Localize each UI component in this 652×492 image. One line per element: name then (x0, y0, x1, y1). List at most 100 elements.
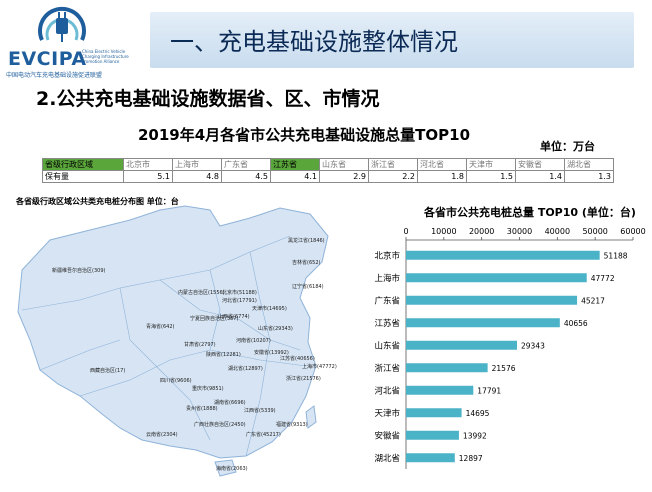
province-header-cell: 安徽省 (515, 158, 565, 171)
map-label: 福建省(9313) (276, 421, 308, 428)
page-subtitle: 2.公共充电基础设施数据省、区、市情况 (36, 88, 380, 110)
province-header-cell: 浙江省 (368, 158, 418, 171)
x-tick-label: 20000 (469, 227, 494, 236)
bar (406, 363, 488, 373)
province-table: 省级行政区域 北京市 上海市 广东省 江苏省 山东省 浙江省 河北省 天津市 安… (42, 158, 614, 183)
map-label: 河北省(17791) (222, 297, 257, 304)
map-label: 陕西省(12281) (206, 351, 241, 358)
province-borders (21, 235, 307, 457)
category-label: 湖北省 (374, 453, 400, 464)
map-label: 西藏自治区(17) (90, 367, 125, 374)
x-tick-label: 60000 (620, 227, 645, 236)
map-label: 吉林省(652) (292, 259, 320, 266)
china-map: 黑龙江省(1846) 吉林省(652) 辽宁省(6184) 新疆维吾尔自治区(3… (17, 205, 337, 477)
table-value-row: 保有量 5.1 4.8 4.5 4.1 2.9 2.2 1.8 1.5 1.4 … (42, 170, 614, 183)
map-label: 宁夏回族自治区(387) (190, 315, 238, 322)
category-label: 上海市 (374, 273, 400, 284)
value-cell: 1.3 (564, 170, 614, 183)
table-title: 2019年4月各省市公共充电基础设施总量TOP10 (138, 126, 471, 144)
bar-value-label: 47772 (591, 274, 615, 283)
category-label: 广东省 (374, 295, 400, 306)
map-label: 河南省(10207) (236, 337, 271, 344)
category-label: 天津市 (374, 408, 400, 419)
map-caption: 各省级行政区域公共类充电桩分布图 单位：台 (16, 197, 179, 206)
logo-chinese-name: 中国电动汽车充电基础设施促进联盟 (6, 72, 103, 79)
province-header-cell: 江苏省 (270, 158, 320, 171)
category-label: 安徽省 (374, 430, 400, 441)
category-label: 浙江省 (374, 363, 400, 374)
map-label: 湖南省(6696) (214, 399, 246, 406)
bar-value-label: 29343 (521, 341, 545, 350)
bar-value-label: 45217 (581, 296, 605, 305)
category-label: 北京市 (374, 250, 400, 261)
hainan-island (214, 459, 237, 477)
row-label-cell: 保有量 (42, 170, 124, 183)
bar (406, 273, 587, 283)
map-label: 山东省(29343) (258, 325, 293, 332)
value-cell: 1.8 (417, 170, 467, 183)
map-label: 浙江省(21576) (286, 375, 321, 382)
province-header-cell: 天津市 (466, 158, 516, 171)
chart-bars: 北京市 51188 上海市 47772 广东省 45217 江苏省 40656 山东省 29343… (374, 250, 627, 464)
map-label: 山西省(6774) (218, 313, 250, 320)
value-cell: 4.1 (270, 170, 320, 183)
map-label: 上海市(47772) (302, 363, 337, 370)
map-label: 天津市(14695) (252, 305, 287, 312)
bar (406, 430, 459, 440)
value-cell: 1.5 (466, 170, 516, 183)
bar-value-label: 21576 (492, 364, 516, 373)
category-label: 江苏省 (374, 318, 400, 329)
map-label: 黑龙江省(1846) (288, 237, 325, 244)
logo-tagline: China Electric Vehicle Charging Infrastr… (82, 49, 129, 64)
province-header-cell: 湖北省 (564, 158, 614, 171)
map-label: 青海省(642) (146, 323, 174, 330)
chart-title: 各省市公共充电桩总量 TOP10 (单位：台) (424, 206, 636, 219)
bar (406, 318, 560, 328)
map-label: 海南省(2063) (216, 465, 248, 472)
map-label: 北京市(51188) (222, 289, 257, 296)
province-header-cell: 广东省 (221, 158, 271, 171)
bar-value-label: 40656 (564, 319, 588, 328)
map-label: 辽宁省(6184) (292, 283, 324, 290)
map-label: 重庆市(9851) (192, 385, 224, 392)
value-cell: 1.4 (515, 170, 565, 183)
province-header-cell: 河北省 (417, 158, 467, 171)
unit-label: 单位：万台 (540, 140, 595, 153)
map-label: 云南省(2304) (146, 431, 178, 438)
bar-value-label: 17791 (477, 386, 501, 395)
map-labels: 黑龙江省(1846) 吉林省(652) 辽宁省(6184) 新疆维吾尔自治区(3… (52, 237, 337, 472)
value-cell: 5.1 (123, 170, 173, 183)
logo-wordmark: EVCIPA (8, 48, 87, 70)
bar (406, 385, 474, 395)
map-label: 江西省(5339) (244, 407, 276, 414)
map-label: 内蒙古自治区(1556) (178, 289, 225, 296)
bar (406, 408, 462, 418)
map-label: 贵州省(1888) (186, 405, 218, 412)
x-tick-label: 0 (403, 227, 408, 236)
province-header-cell: 北京市 (123, 158, 173, 171)
section-title: 一、充电基础设施整体情况 (170, 28, 458, 56)
map-label: 甘肃省(2797) (184, 341, 216, 348)
value-cell: 4.5 (221, 170, 271, 183)
map-label: 江苏省(40656) (280, 355, 315, 362)
x-tick-label: 40000 (545, 227, 570, 236)
province-header-cell: 山东省 (319, 158, 369, 171)
category-label: 山东省 (374, 340, 400, 351)
bar-value-label: 14695 (466, 409, 490, 418)
bar-value-label: 12897 (459, 454, 483, 463)
plug-logo-icon (38, 6, 86, 42)
map-label: 广东省(45217) (246, 431, 281, 438)
map-label: 新疆维吾尔自治区(309) (52, 267, 105, 274)
bar (406, 250, 600, 260)
section-banner: 一、充电基础设施整体情况 (150, 12, 634, 68)
category-label: 河北省 (374, 385, 400, 396)
bar-value-label: 13992 (463, 431, 487, 440)
top10-bar-chart: 0 10000 20000 30000 40000 50000 60000 北京市 51188… (374, 227, 646, 469)
map-label: 安徽省(13992) (254, 349, 289, 356)
taiwan-island (305, 405, 317, 429)
bar (406, 453, 455, 463)
evcipa-logo: EVCIPA China Electric Vehicle Charging I… (4, 4, 129, 80)
bar (406, 340, 518, 350)
header-label-cell: 省级行政区域 (42, 158, 124, 171)
china-outline (17, 205, 329, 459)
